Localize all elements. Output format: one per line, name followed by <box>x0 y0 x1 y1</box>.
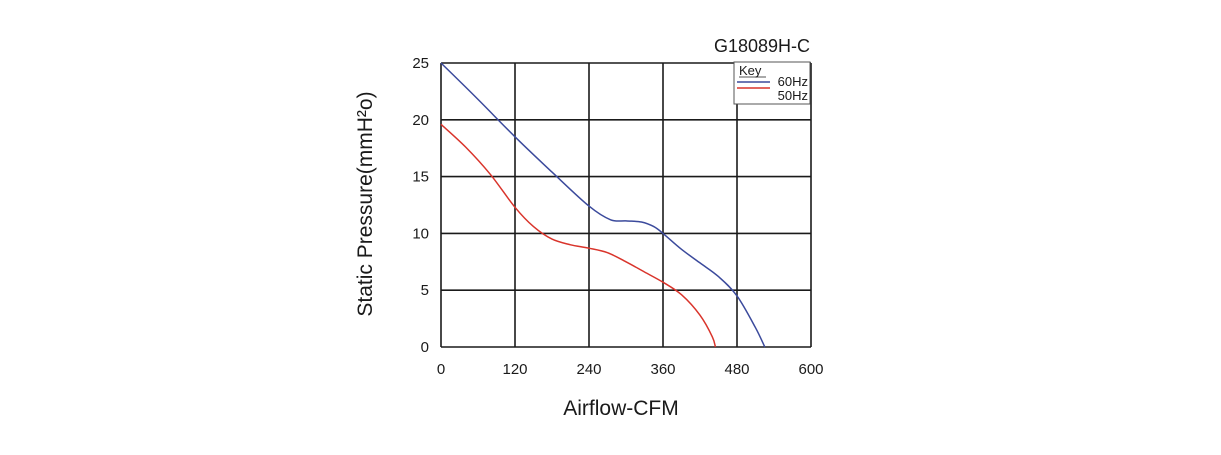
legend: Key 60Hz 50Hz <box>733 61 811 105</box>
y-tick-label: 5 <box>421 282 429 299</box>
y-tick-label: 20 <box>412 112 429 129</box>
y-axis-label: Static Pressure(mmH²o) <box>354 91 377 316</box>
legend-label-60hz: 60Hz <box>778 74 808 89</box>
x-tick-label: 120 <box>502 361 527 378</box>
tick-labels: 0 120 240 360 480 600 0 5 10 15 20 25 <box>412 55 823 378</box>
x-tick-label: 480 <box>724 361 749 378</box>
y-tick-label: 25 <box>412 55 429 72</box>
gridlines <box>440 62 812 348</box>
x-axis-label: Airflow-CFM <box>563 397 679 420</box>
chart-title: G18089H-C <box>714 36 810 56</box>
series-lines <box>440 62 766 348</box>
legend-title: Key <box>739 63 762 78</box>
x-tick-label: 360 <box>650 361 675 378</box>
series-line-50hz <box>440 123 717 348</box>
x-tick-label: 0 <box>437 361 445 378</box>
legend-box <box>733 61 811 105</box>
x-tick-label: 240 <box>576 361 601 378</box>
y-tick-label: 15 <box>412 169 429 186</box>
x-tick-label: 600 <box>798 361 823 378</box>
legend-label-50hz: 50Hz <box>778 88 808 103</box>
y-tick-label: 10 <box>412 225 429 242</box>
series-line-60hz <box>440 62 766 348</box>
y-tick-label: 0 <box>421 339 429 356</box>
